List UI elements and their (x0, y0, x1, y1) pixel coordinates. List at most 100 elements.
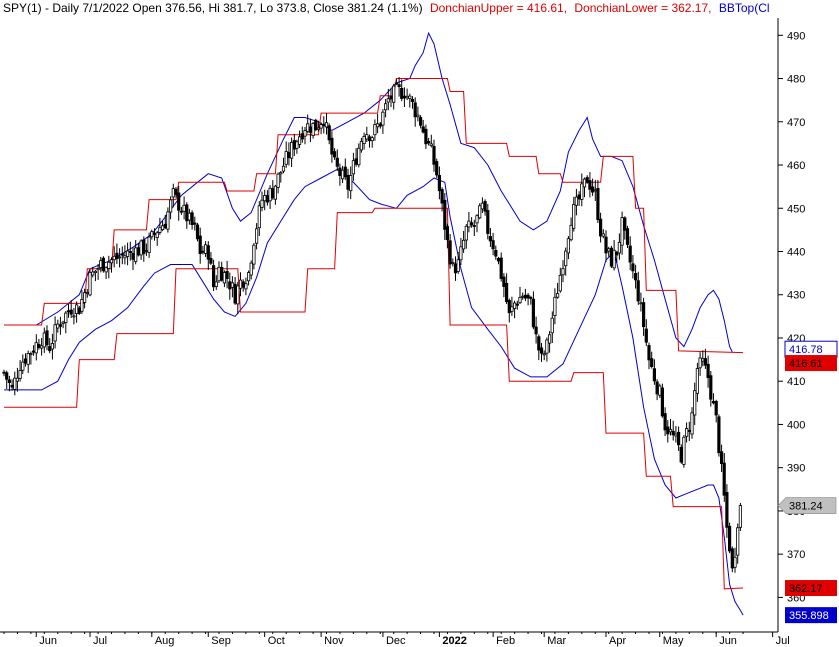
candle-down (322, 123, 326, 126)
candle-down (128, 250, 132, 253)
candle-down (604, 236, 608, 254)
candle-down (725, 492, 729, 528)
candle-down (531, 298, 536, 328)
candle-down (287, 151, 291, 159)
candle-up (254, 228, 259, 244)
candle-down (389, 96, 393, 100)
candle-up (349, 175, 353, 192)
candle-down (37, 344, 41, 348)
candle-up (658, 385, 662, 396)
candle-down (308, 126, 313, 133)
candle-down (77, 307, 81, 314)
candle-down (687, 430, 691, 432)
candle-up (542, 353, 546, 356)
candle-down (367, 136, 372, 142)
badge-bb-lower-label: 355.898 (789, 610, 829, 622)
candle-up (284, 151, 288, 165)
header-donchian-lower: DonchianLower = 362.17, (574, 1, 711, 15)
candle-up (61, 321, 65, 324)
candle-down (631, 263, 635, 272)
candle-up (693, 390, 697, 416)
candle-up (738, 505, 743, 528)
badge-bbtop-upper-label: 416.78 (789, 344, 823, 356)
y-tick-label: 460 (787, 160, 805, 172)
candle-down (634, 272, 638, 281)
candle-up (582, 178, 587, 188)
candle-up (109, 259, 114, 264)
candle-down (488, 236, 493, 242)
candle-up (26, 352, 30, 365)
candle-down (198, 235, 202, 255)
candle-down (671, 430, 675, 436)
candle-down (435, 161, 439, 176)
badge-bbtop-upper: 416.78 (784, 340, 838, 358)
candle-down (330, 137, 334, 155)
axis-frame (0, 18, 779, 633)
candle-up (370, 137, 374, 141)
candle-down (152, 232, 157, 235)
candle-up (574, 196, 579, 206)
candle-down (711, 400, 716, 404)
candle-down (338, 167, 342, 176)
candle-up (736, 527, 740, 556)
candle-down (69, 309, 73, 315)
candle-down (58, 324, 63, 327)
candle-up (144, 250, 148, 252)
candle-up (34, 342, 38, 354)
candle-down (5, 372, 9, 380)
candle-up (40, 345, 44, 349)
x-tick-label: Aug (155, 635, 175, 647)
candle-up (80, 299, 84, 312)
candle-up (464, 225, 468, 241)
candle-up (668, 429, 673, 433)
x-tick-label: Jun (39, 635, 57, 647)
candle-up (701, 358, 705, 362)
candle-down (437, 174, 442, 192)
candle-down (666, 426, 670, 435)
candle-up (682, 436, 686, 465)
candle-up (690, 412, 694, 435)
candle-down (453, 263, 458, 274)
x-tick-label: Dec (386, 635, 406, 647)
candle-down (343, 166, 347, 178)
candle-down (10, 384, 14, 388)
candle-up (461, 239, 466, 250)
donchian-lower-line (4, 207, 744, 590)
candle-down (209, 258, 213, 264)
candle-down (66, 310, 71, 313)
candle-up (252, 244, 256, 265)
candle-up (18, 370, 22, 380)
candle-down (502, 276, 506, 287)
candle-up (217, 266, 221, 282)
candle-down (300, 133, 304, 140)
candle-down (706, 363, 710, 378)
candle-down (424, 128, 428, 145)
donchian-upper-line (4, 78, 744, 354)
candle-up (416, 114, 420, 118)
candle-up (214, 281, 218, 287)
candle-up (316, 127, 321, 130)
candle-down (193, 222, 197, 225)
x-tick-label: Jun (719, 635, 737, 647)
candle-up (187, 212, 191, 221)
candle-up (593, 189, 597, 192)
candle-down (469, 222, 474, 226)
candle-up (171, 188, 175, 198)
candle-down (642, 302, 646, 328)
candle-up (147, 236, 151, 254)
candle-down (728, 525, 732, 552)
badge-donchian-upper-shape (785, 355, 837, 372)
date-axis: Jun Jul Aug Sep Oct Nov Dec 2022 Feb Mar Apr May Jun… (3, 632, 790, 647)
candle-up (222, 272, 226, 284)
candle-up (392, 85, 396, 103)
candle-up (75, 304, 79, 314)
candle-down (539, 347, 544, 354)
candle-up (375, 123, 380, 128)
candle-down (400, 88, 404, 99)
y-tick-label: 430 (787, 290, 805, 302)
candle-down (709, 375, 713, 400)
candle-down (472, 225, 476, 227)
candle-down (534, 326, 538, 335)
candle-up (467, 220, 471, 228)
